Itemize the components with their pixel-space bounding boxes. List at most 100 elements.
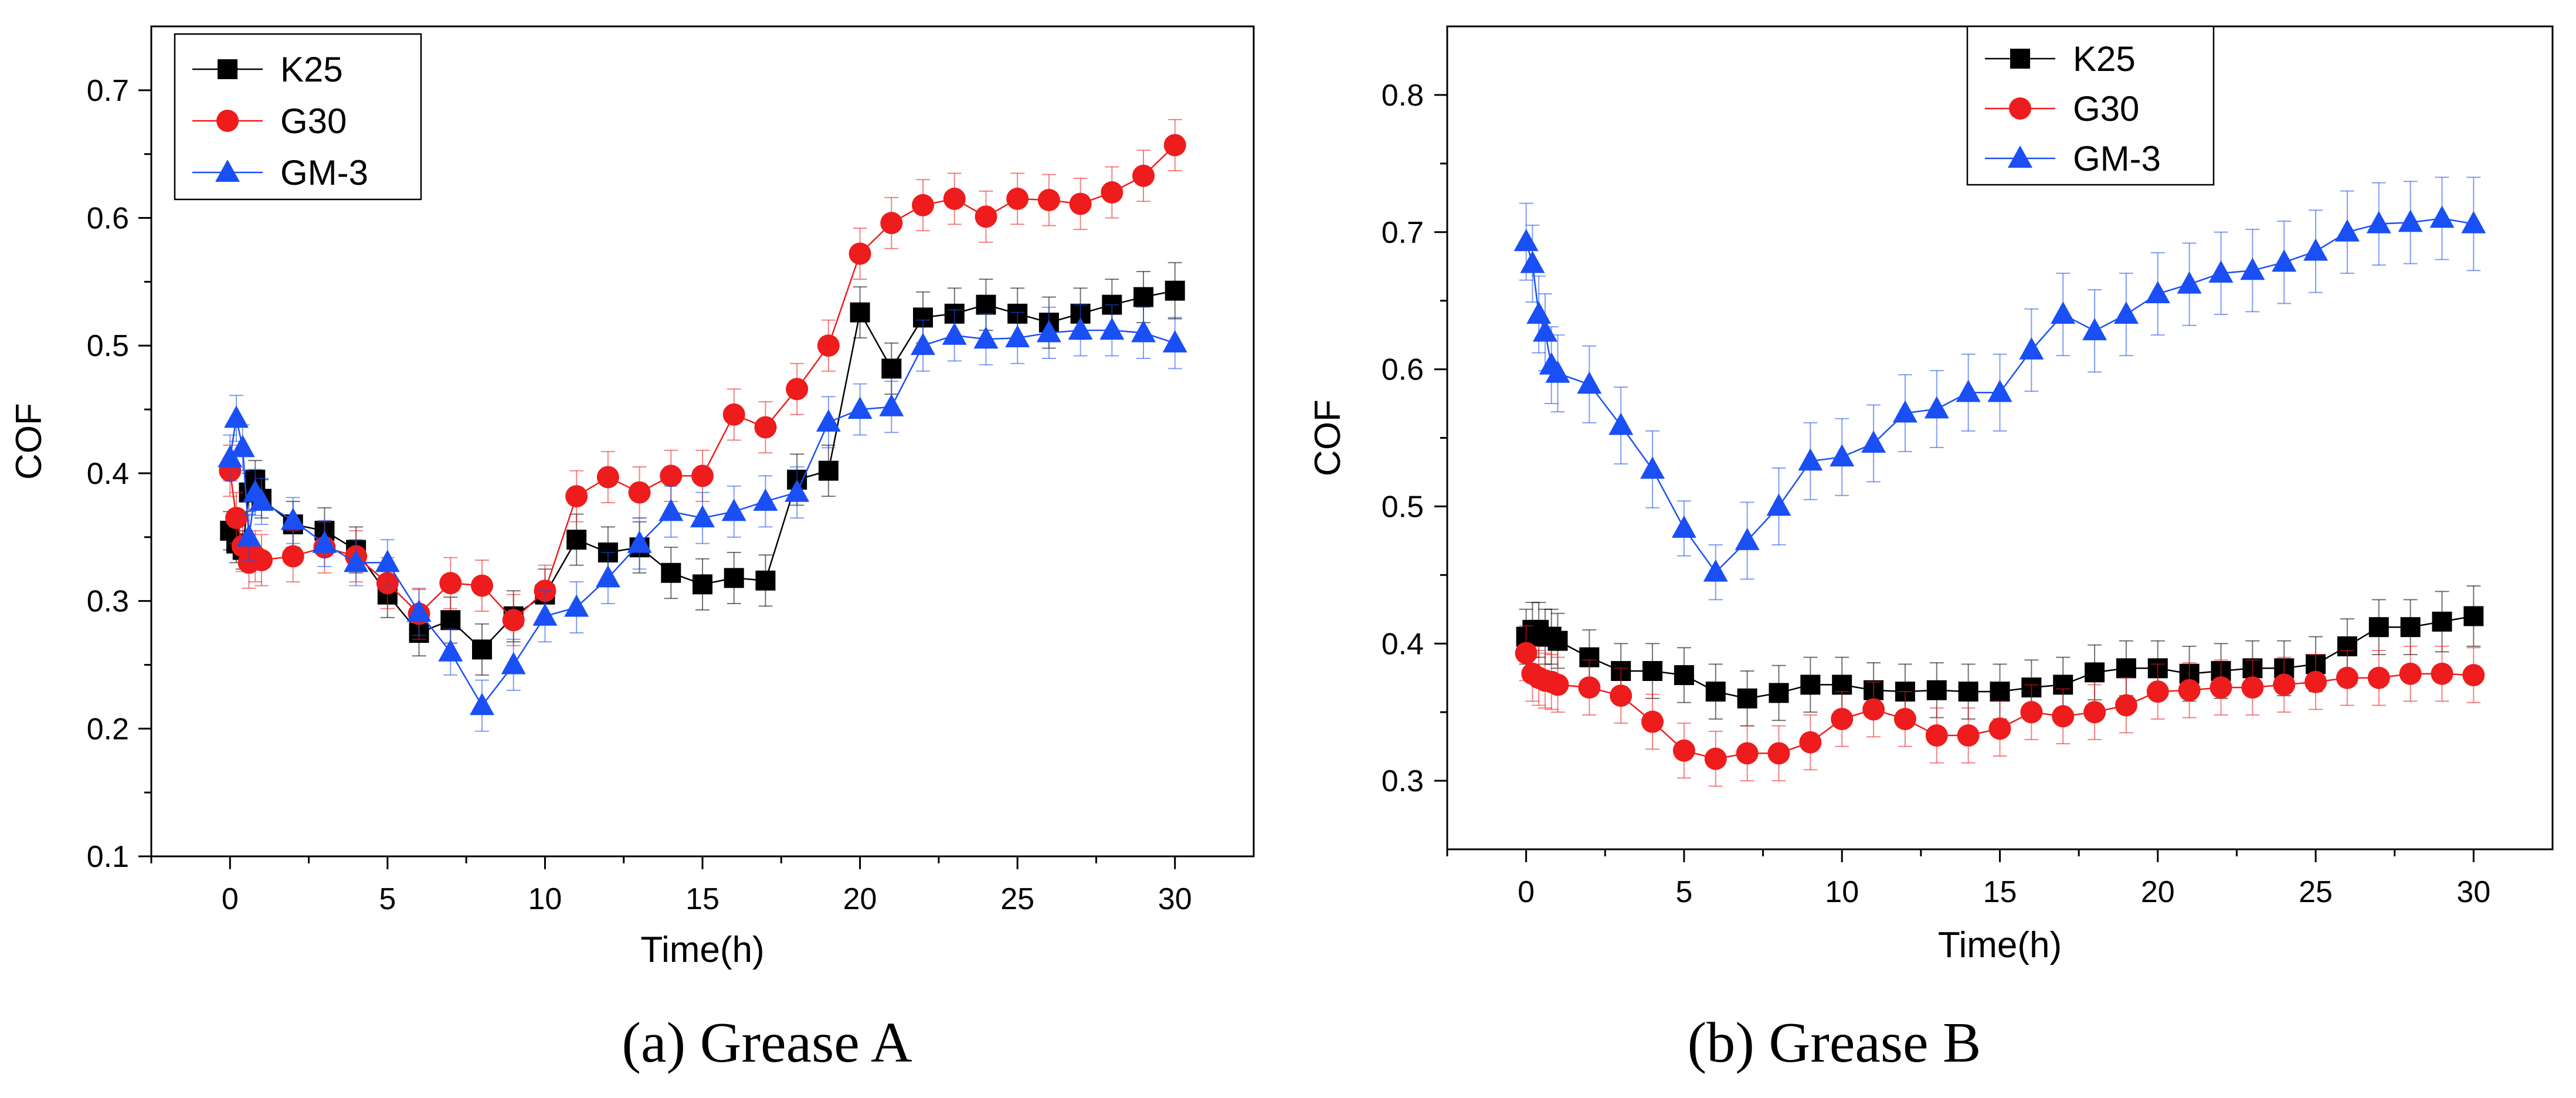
x-tick-label: 0 (1518, 875, 1535, 909)
data-point (1546, 673, 1569, 696)
data-point (973, 326, 999, 349)
data-point (628, 481, 651, 504)
data-point (2368, 617, 2389, 638)
data-point (976, 294, 996, 315)
data-point (596, 466, 619, 489)
data-point (659, 499, 684, 521)
data-point (1893, 707, 1916, 730)
x-tick-label: 15 (685, 882, 719, 916)
data-point (879, 394, 904, 416)
data-point (225, 507, 248, 530)
data-point (880, 212, 903, 235)
data-point (1892, 400, 1917, 423)
data-point (2240, 257, 2265, 280)
data-point (218, 445, 243, 467)
data-point (943, 187, 966, 210)
data-point (2178, 679, 2201, 702)
data-point (439, 572, 462, 595)
data-point (1069, 192, 1092, 215)
y-axis-label: COF (1308, 399, 1348, 476)
data-point (2019, 337, 2044, 360)
data-point (1767, 742, 1790, 765)
legend-label: K25 (2073, 39, 2136, 79)
x-tick-label: 10 (528, 882, 562, 916)
data-point (1987, 379, 2012, 402)
data-point (1957, 724, 1980, 747)
data-point (786, 378, 809, 401)
data-point (2085, 662, 2105, 683)
data-point (785, 479, 810, 502)
data-point (911, 333, 935, 355)
data-point (693, 574, 712, 595)
y-tick-label: 0.6 (87, 202, 129, 236)
data-point (2431, 662, 2453, 685)
data-point (1735, 527, 1760, 550)
x-tick-label: 20 (2141, 875, 2175, 909)
chart-panel-a: 0 5 10 15 20 25 30 0.1 0.2 0.3 0.4 0.5 0.6 0.7 Time(h)… (9, 25, 1255, 1075)
data-point (2083, 701, 2106, 724)
x-tick-label: 20 (843, 882, 877, 916)
data-point (1671, 515, 1696, 538)
data-point (1830, 444, 1855, 467)
data-point (1165, 280, 1185, 301)
data-point (470, 693, 494, 716)
data-point (1547, 631, 1568, 651)
data-point (501, 652, 526, 675)
data-point (2305, 670, 2327, 693)
data-point (942, 322, 967, 345)
data-point (818, 460, 839, 481)
data-point (1101, 181, 1124, 204)
data-point (438, 639, 463, 662)
data-point (1956, 379, 1981, 402)
data-point (1769, 683, 1789, 703)
data-point (1958, 682, 1978, 702)
legend-marker (218, 59, 237, 79)
data-point (1162, 330, 1187, 353)
data-point (2051, 301, 2076, 324)
data-point (721, 499, 746, 521)
data-point (2082, 318, 2107, 341)
data-point (375, 550, 400, 572)
data-point (2273, 673, 2296, 696)
data-point (595, 565, 620, 588)
data-point (1766, 493, 1791, 516)
data-point (2145, 280, 2170, 303)
y-tick-label: 0.6 (1382, 353, 1424, 387)
data-point (660, 465, 683, 487)
data-point (881, 358, 902, 379)
series-g30 (1515, 625, 2485, 787)
legend-label: GM-3 (2073, 139, 2161, 178)
data-point (1006, 187, 1029, 210)
data-point (754, 416, 777, 439)
legend: K25 G30 GM-3 (1966, 25, 2215, 186)
data-point (2336, 666, 2358, 689)
data-point (1068, 317, 1093, 340)
data-point (472, 639, 492, 660)
y-tick-label: 0.5 (87, 329, 129, 363)
legend-marker (2009, 97, 2031, 120)
data-point (1532, 319, 1557, 342)
x-tick-label: 25 (1000, 882, 1034, 916)
data-point (236, 524, 262, 547)
data-point (502, 609, 525, 632)
data-point (1925, 724, 1948, 747)
legend-marker (216, 110, 239, 132)
data-point (847, 396, 873, 419)
data-point (1705, 682, 1726, 702)
data-point (2020, 701, 2043, 724)
y-tick-label: 0.5 (1382, 490, 1424, 524)
data-point (755, 570, 776, 591)
data-point (1608, 412, 1634, 435)
data-point (2432, 611, 2452, 632)
data-point (849, 242, 871, 265)
data-point (566, 530, 587, 550)
data-point (1703, 559, 1728, 582)
x-tick-label: 25 (2299, 875, 2333, 909)
data-point (1640, 456, 1665, 479)
data-point (1926, 680, 1947, 700)
legend-label: GM-3 (280, 153, 368, 192)
data-point (912, 194, 934, 216)
data-point (2366, 211, 2391, 233)
data-point (1577, 371, 1602, 394)
data-point (1736, 742, 1759, 765)
